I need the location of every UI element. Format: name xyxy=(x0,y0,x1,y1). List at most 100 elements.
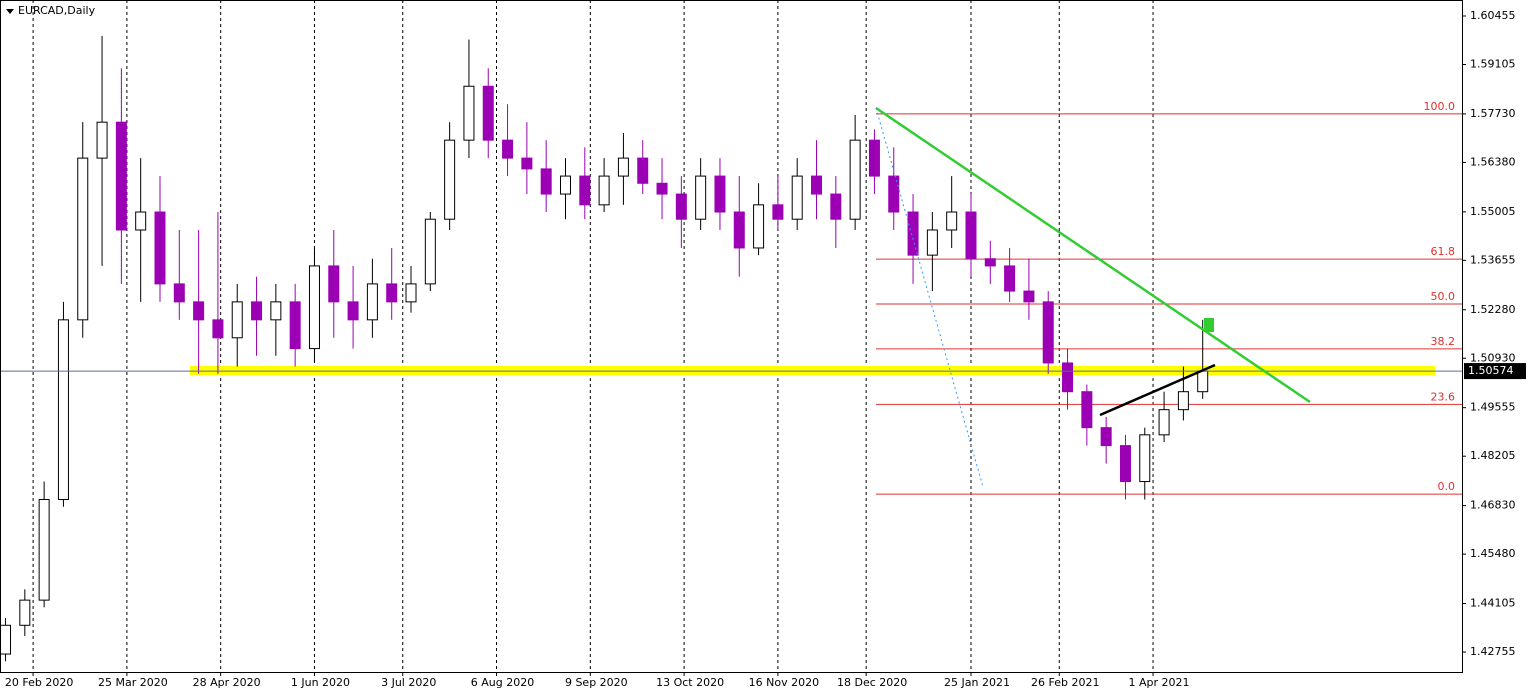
candle-body xyxy=(328,265,340,303)
y-tick-label: 1.50930 xyxy=(1470,351,1516,364)
candle-body xyxy=(907,211,919,256)
x-tick-label: 28 Apr 2020 xyxy=(193,676,261,689)
candle-body xyxy=(231,301,243,339)
fib-label: 0.0 xyxy=(1438,480,1456,493)
candle-body xyxy=(888,175,900,213)
current-price-label: 1.50574 xyxy=(1468,364,1514,377)
candle-body xyxy=(0,624,12,655)
candle-body xyxy=(791,175,803,220)
candle-body xyxy=(502,139,514,159)
trend-line xyxy=(875,106,1311,404)
candle-body xyxy=(1081,391,1093,429)
candle-body xyxy=(1004,265,1016,292)
candle-body xyxy=(733,211,745,249)
support-zone xyxy=(190,366,1435,375)
y-tick-label: 1.56380 xyxy=(1470,155,1516,168)
fib-base-line xyxy=(875,107,984,488)
candle-body xyxy=(1139,434,1151,483)
x-tick-label: 25 Jan 2021 xyxy=(944,676,1010,689)
candle-body xyxy=(193,301,205,321)
axes-layer: 20 Feb 2020 25 Mar 2020 28 Apr 2020 1 Jun 2… xyxy=(5,9,1526,689)
candle-body xyxy=(173,283,185,303)
candle-body xyxy=(424,218,436,285)
candle-body xyxy=(38,499,50,601)
candle-body xyxy=(540,168,552,195)
candle-body xyxy=(772,204,784,220)
candle-body xyxy=(270,301,282,321)
candle-body xyxy=(154,211,166,285)
candle-body xyxy=(405,283,417,303)
candle-body xyxy=(308,265,320,350)
candle-body xyxy=(984,258,996,267)
fib-label: 23.6 xyxy=(1431,390,1456,403)
candle-body xyxy=(849,139,861,220)
y-tick-label: 1.48205 xyxy=(1470,449,1516,462)
candle-body xyxy=(251,301,263,321)
candle-body xyxy=(617,157,629,177)
candle-body xyxy=(830,193,842,220)
candle-body xyxy=(695,175,707,220)
candle-body xyxy=(521,157,533,170)
y-tick-label: 1.46830 xyxy=(1470,499,1516,512)
candle-body xyxy=(946,211,958,231)
y-tick-label: 1.44105 xyxy=(1470,597,1516,610)
candle-body xyxy=(637,157,649,184)
y-tick-label: 1.49555 xyxy=(1470,401,1516,414)
candle-body xyxy=(77,157,89,321)
y-tick-label: 1.45480 xyxy=(1470,547,1516,560)
candle-body xyxy=(675,193,687,220)
candle-body xyxy=(463,85,475,141)
candle-body xyxy=(714,175,726,213)
breakout-marker xyxy=(1204,318,1214,332)
candle-body xyxy=(289,301,301,350)
x-tick-label: 1 Apr 2021 xyxy=(1129,676,1190,689)
candle-body xyxy=(926,229,938,256)
x-tick-label: 26 Feb 2021 xyxy=(1031,676,1099,689)
candle-body xyxy=(386,283,398,303)
fib-label: 38.2 xyxy=(1431,335,1456,348)
candle-body xyxy=(347,301,359,321)
x-tick-label: 6 Aug 2020 xyxy=(471,676,534,689)
candle-body xyxy=(753,204,765,249)
candle-body xyxy=(1177,391,1189,411)
candle-body xyxy=(1100,427,1112,447)
x-tick-label: 3 Jul 2020 xyxy=(381,676,436,689)
x-tick-label: 13 Oct 2020 xyxy=(656,676,724,689)
candle-body xyxy=(868,139,880,177)
candle-body xyxy=(1062,362,1074,393)
candle-body xyxy=(135,211,147,231)
candle-body xyxy=(559,175,571,195)
candle-body xyxy=(366,283,378,321)
candle-body xyxy=(115,121,127,231)
candle-body xyxy=(212,319,224,339)
candle-body xyxy=(96,121,108,159)
candle-body xyxy=(444,139,456,220)
y-tick-label: 1.53655 xyxy=(1470,253,1516,266)
candle-body xyxy=(656,182,668,195)
plot-border xyxy=(0,0,1463,673)
fib-label: 100.0 xyxy=(1424,100,1456,113)
y-tick-label: 1.55005 xyxy=(1470,205,1516,218)
y-tick-label: 1.57730 xyxy=(1470,107,1516,120)
candle-body xyxy=(965,211,977,260)
candle-body xyxy=(811,175,823,195)
menu-arrow[interactable] xyxy=(6,9,14,14)
x-tick-label: 25 Mar 2020 xyxy=(98,676,168,689)
y-tick-label: 1.60455 xyxy=(1470,9,1516,22)
candle-body xyxy=(1042,301,1054,364)
x-tick-label: 18 Dec 2020 xyxy=(837,676,907,689)
fib-label: 50.0 xyxy=(1431,290,1456,303)
candle-body xyxy=(1158,409,1170,436)
x-tick-label: 9 Sep 2020 xyxy=(565,676,628,689)
current-price-box xyxy=(1464,363,1526,380)
candle-body xyxy=(1119,445,1131,483)
y-tick-label: 1.59105 xyxy=(1470,58,1516,71)
candle-body xyxy=(57,319,69,501)
x-tick-label: 1 Jun 2020 xyxy=(291,676,350,689)
y-tick-label: 1.42755 xyxy=(1470,645,1516,658)
neckline xyxy=(1099,363,1216,417)
chart-title: EURCAD,Daily xyxy=(18,4,96,17)
x-tick-label: 16 Nov 2020 xyxy=(749,676,819,689)
